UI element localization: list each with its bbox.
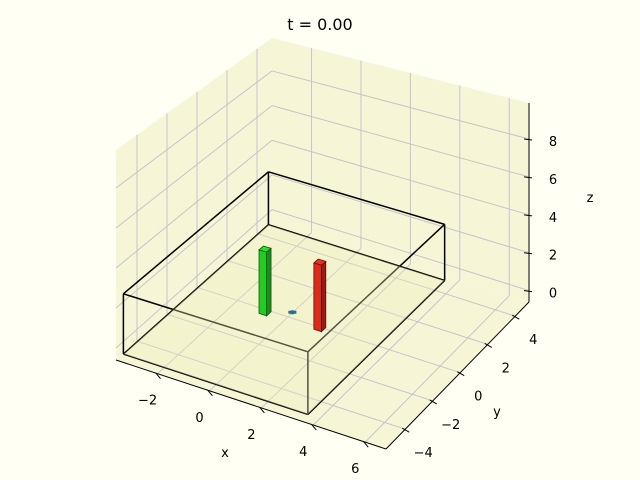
x-tick <box>310 423 317 431</box>
bar-face <box>313 258 327 266</box>
z-tick <box>523 290 533 293</box>
x-gridline <box>312 279 461 426</box>
x-tick <box>362 440 369 448</box>
y-tick-label: −2 <box>441 418 460 433</box>
y-axis-line <box>385 301 530 450</box>
z-gridline <box>271 139 530 216</box>
z-tick-label: 4 <box>549 211 557 226</box>
left-pane <box>116 38 272 360</box>
z-gridline <box>271 174 530 254</box>
z-gridline <box>115 209 273 349</box>
box-edge <box>268 224 445 282</box>
box-edge <box>307 279 446 415</box>
box-edge <box>123 293 309 353</box>
z-gridline <box>115 105 273 229</box>
x-tick <box>259 406 265 414</box>
x-tick-label: 0 <box>195 411 203 426</box>
y-gridline <box>136 340 406 430</box>
bar-0 <box>258 245 272 317</box>
y-tick <box>512 314 520 320</box>
y-gridline <box>196 286 461 374</box>
x-gridline <box>157 232 312 375</box>
floor-pane <box>116 220 529 449</box>
x-tick <box>155 372 161 380</box>
z-tick <box>523 176 533 179</box>
y-tick <box>457 371 465 377</box>
z-tick-label: 0 <box>549 287 557 302</box>
y-tick-label: 0 <box>474 390 482 405</box>
box-edge <box>307 223 446 353</box>
z-gridline <box>271 70 530 140</box>
x-gridline <box>209 248 362 392</box>
z-tick <box>523 214 533 217</box>
z-tick <box>523 252 533 255</box>
x-tick-label: −2 <box>138 394 157 409</box>
box-bottom-face <box>123 224 445 415</box>
z-gridline <box>271 209 530 292</box>
x-axis-line <box>115 359 387 450</box>
box-edge <box>268 171 445 226</box>
x-tick-label: 6 <box>351 462 359 477</box>
x-gridline <box>261 263 411 409</box>
z-tick <box>523 138 533 141</box>
y-tick-label: −4 <box>414 446 433 461</box>
z-tick-label: 2 <box>549 249 557 264</box>
y-tick-label: 2 <box>502 361 510 376</box>
y-tick-label: 4 <box>529 333 537 348</box>
bar-face <box>313 262 322 333</box>
bar-face <box>266 247 272 317</box>
x-gridline <box>364 295 510 443</box>
z-gridline <box>115 139 273 269</box>
bar-1 <box>313 258 327 333</box>
z-gridline <box>271 105 530 178</box>
back-pane <box>272 38 529 302</box>
y-tick <box>429 399 437 405</box>
box-wireframe <box>122 171 446 416</box>
z-tick-label: 6 <box>549 173 557 188</box>
bar-face <box>258 249 268 317</box>
box-edge <box>123 353 309 416</box>
x-tick-label: 4 <box>299 445 307 460</box>
box-edge <box>122 171 269 295</box>
x-tick <box>207 389 213 397</box>
scatter-point <box>288 310 297 315</box>
z-gridline <box>115 174 273 309</box>
x-axis-label: x <box>221 446 229 461</box>
bar-face <box>258 245 272 253</box>
bar-face <box>321 260 327 333</box>
z-tick-label: 8 <box>549 135 557 150</box>
x-tick-label: 2 <box>247 428 255 443</box>
y-axis-label: y <box>493 405 501 420</box>
z-axis-label: z <box>587 191 594 206</box>
y-gridline <box>256 232 516 317</box>
box-edge <box>122 224 269 355</box>
y-gridline <box>166 313 433 402</box>
y-tick <box>484 342 492 348</box>
chart-title: t = 0.00 <box>287 15 352 34</box>
y-tick <box>402 427 410 433</box>
z-gridline <box>115 70 273 189</box>
